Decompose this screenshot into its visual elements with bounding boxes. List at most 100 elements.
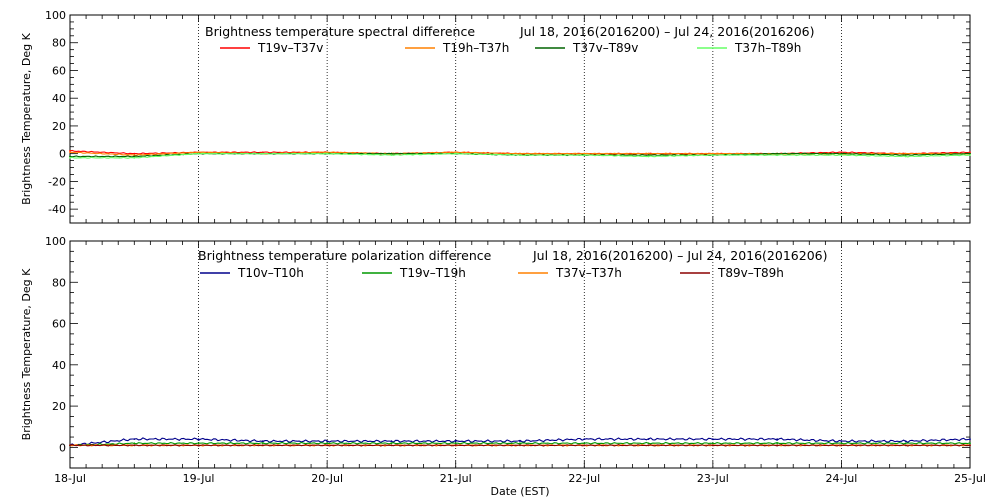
y-tick-label: 100 xyxy=(45,235,66,248)
data-point xyxy=(583,152,586,155)
legend-label: T10v–T10h xyxy=(237,266,304,280)
data-point xyxy=(711,442,714,445)
y-tick-label: 80 xyxy=(52,37,66,50)
data-point xyxy=(197,442,200,445)
y-tick-label: 100 xyxy=(45,9,66,22)
x-tick-label: 25-Jul xyxy=(954,472,986,485)
data-point xyxy=(326,152,329,155)
data-point xyxy=(904,154,907,156)
data-point xyxy=(69,151,71,154)
data-point xyxy=(969,442,971,445)
data-point xyxy=(197,152,200,155)
plot-title: Brightness temperature polarization diff… xyxy=(198,248,492,263)
x-tick-label: 24-Jul xyxy=(825,472,857,485)
data-point xyxy=(133,155,136,158)
x-axis-title: Date (EST) xyxy=(490,485,549,498)
data-point xyxy=(840,442,843,445)
legend-label: T19h–T37h xyxy=(442,41,509,55)
y-tick-label: 0 xyxy=(59,148,66,161)
plot-date-range: Jul 18, 2016(2016200) – Jul 24, 2016(201… xyxy=(532,248,827,263)
data-point xyxy=(69,149,71,152)
plot-date-range: Jul 18, 2016(2016200) – Jul 24, 2016(201… xyxy=(519,24,814,39)
data-point xyxy=(197,438,200,441)
legend-label: T19v–T19h xyxy=(399,266,466,280)
data-point xyxy=(261,442,264,445)
x-tick-label: 22-Jul xyxy=(568,472,600,485)
data-point xyxy=(261,440,264,443)
x-tick-label: 19-Jul xyxy=(183,472,215,485)
data-point xyxy=(969,438,971,441)
data-point xyxy=(969,152,971,155)
plot-frame xyxy=(69,14,971,224)
plot-frame xyxy=(69,240,971,469)
data-point xyxy=(647,444,650,447)
data-point xyxy=(519,154,521,156)
data-point xyxy=(197,444,200,447)
data-point xyxy=(647,438,650,441)
y-tick-label: -40 xyxy=(48,203,66,216)
legend-label: T37v–T89v xyxy=(572,41,638,55)
data-point xyxy=(519,444,521,447)
data-point xyxy=(390,442,393,445)
y-tick-label: 40 xyxy=(52,92,66,105)
spectral-difference-panel: -40 -20 0 20 40 60 80 100 Brightness Temperature… xyxy=(20,9,971,224)
data-point xyxy=(519,442,521,445)
data-point xyxy=(583,442,586,445)
data-point xyxy=(840,152,843,155)
y-tick-label: 60 xyxy=(52,64,66,77)
data-point xyxy=(969,151,971,154)
data-point xyxy=(647,442,650,445)
x-tick-label: 20-Jul xyxy=(311,472,343,485)
data-point xyxy=(390,444,393,447)
x-tick-label: 23-Jul xyxy=(697,472,729,485)
data-point xyxy=(69,444,71,447)
data-point xyxy=(326,151,329,154)
data-point xyxy=(133,156,136,159)
data-point xyxy=(133,438,136,441)
y-axis-title: Brightness Temperature, Deg K xyxy=(20,32,33,204)
data-point xyxy=(519,152,521,155)
data-point xyxy=(711,152,714,155)
y-axis-title: Brightness Temperature, Deg K xyxy=(20,268,33,440)
data-point xyxy=(390,152,393,155)
data-point xyxy=(261,151,264,154)
data-point xyxy=(197,151,200,154)
data-point xyxy=(454,442,457,445)
y-tick-label: 60 xyxy=(52,318,66,331)
data-point xyxy=(454,152,457,155)
data-point xyxy=(326,444,329,447)
data-point xyxy=(454,151,457,154)
x-tick-label: 18-Jul xyxy=(54,472,86,485)
data-point xyxy=(583,438,586,441)
data-point xyxy=(519,440,521,443)
data-point xyxy=(904,442,907,445)
plot-title: Brightness temperature spectral differen… xyxy=(205,24,475,39)
data-point xyxy=(454,440,457,443)
data-point xyxy=(904,155,907,158)
data-point xyxy=(647,152,650,155)
y-tick-label: 20 xyxy=(52,400,66,413)
data-point xyxy=(776,154,779,156)
data-point xyxy=(326,442,329,445)
data-point xyxy=(776,442,779,445)
legend-label: T89v–T89h xyxy=(717,266,784,280)
data-point xyxy=(390,440,393,443)
data-point xyxy=(583,154,586,156)
y-tick-label: 40 xyxy=(52,359,66,372)
data-point xyxy=(326,440,329,443)
data-point xyxy=(969,444,971,447)
data-point xyxy=(840,151,843,154)
data-point xyxy=(776,152,779,155)
data-point xyxy=(904,444,907,447)
legend-label: T37h–T89h xyxy=(734,41,801,55)
legend-label: T37v–T37h xyxy=(555,266,622,280)
data-point xyxy=(133,444,136,447)
data-point xyxy=(133,154,136,156)
data-point xyxy=(69,156,71,159)
data-point xyxy=(776,438,779,441)
data-point xyxy=(261,444,264,447)
data-point xyxy=(711,438,714,441)
data-point xyxy=(583,444,586,447)
data-point xyxy=(904,152,907,155)
